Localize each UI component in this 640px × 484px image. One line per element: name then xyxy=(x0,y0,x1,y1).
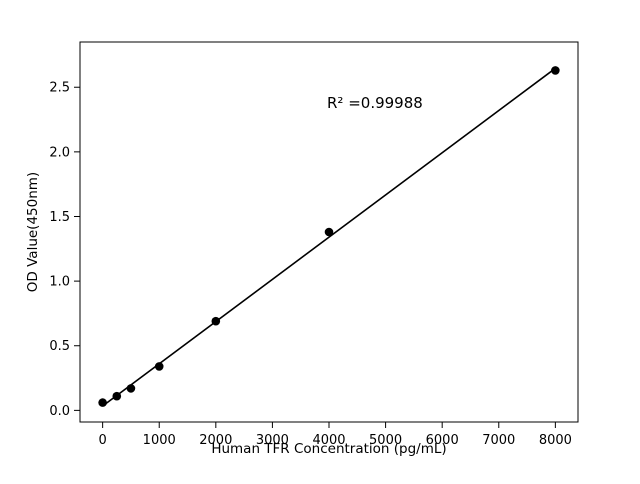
x-tick-label: 4000 xyxy=(312,433,345,448)
x-tick-label: 6000 xyxy=(426,433,459,448)
x-tick-label: 8000 xyxy=(539,433,572,448)
plot-area: 0 1000 2000 3000 4000 5000 6000 7000 8000 0.0 0.5 1… xyxy=(49,41,579,448)
x-tick-label: 7000 xyxy=(482,433,515,448)
data-point xyxy=(98,398,107,407)
x-tick-label: 5000 xyxy=(369,433,402,448)
x-tick-label: 3000 xyxy=(256,433,289,448)
data-point xyxy=(154,362,164,371)
x-tick-label: 0 xyxy=(98,433,106,448)
data-point xyxy=(112,391,122,401)
y-tick-label: 1.5 xyxy=(49,210,70,225)
y-tick-label: 2.0 xyxy=(49,145,70,160)
x-tick-label: 2000 xyxy=(199,433,232,448)
data-point xyxy=(324,227,334,237)
x-tick-label: 1000 xyxy=(143,433,176,448)
data-point xyxy=(211,316,221,326)
fit-line xyxy=(102,67,556,407)
y-tick-label: 0.0 xyxy=(49,404,70,419)
x-axis-label: Human TFR Concentration (pg/mL) xyxy=(211,441,446,457)
y-tick-label: 0.5 xyxy=(49,339,70,354)
data-point xyxy=(126,384,136,393)
r-squared-annotation: R² =0.99988 xyxy=(327,94,423,112)
data-point xyxy=(551,66,560,75)
y-axis-label: OD Value(450nm) xyxy=(25,172,41,292)
y-tick-label: 1.0 xyxy=(49,275,70,290)
y-tick-label: 2.5 xyxy=(49,81,70,96)
plot-border xyxy=(79,41,579,423)
